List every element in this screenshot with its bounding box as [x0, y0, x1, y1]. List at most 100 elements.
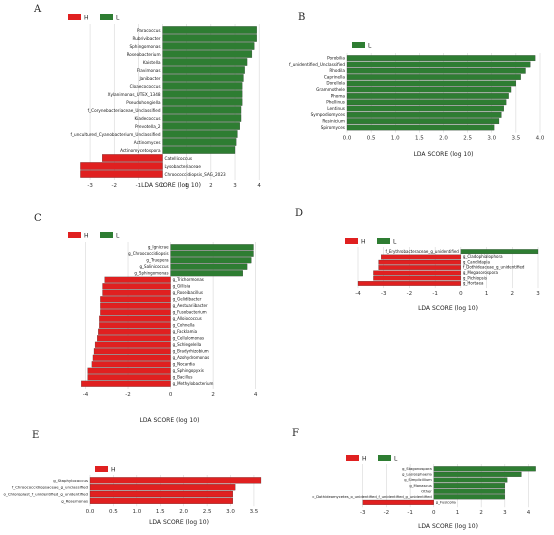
tick-label: 1	[185, 183, 189, 189]
category-label: g_Truepera	[146, 258, 169, 263]
bar	[433, 483, 505, 489]
category-label: Actinomycetospora	[120, 148, 161, 153]
legend-swatch	[352, 42, 365, 48]
tick-label: 3	[503, 510, 507, 516]
legend-label: H	[361, 239, 366, 246]
tick-label: -2	[111, 183, 116, 189]
category-label: f_unidentified_Unclassified	[289, 62, 345, 67]
category-label: f_Dothideaceae_g_unidentified	[463, 265, 525, 270]
bar	[346, 93, 509, 99]
legend-swatch	[346, 455, 359, 461]
bar	[346, 67, 526, 74]
category-label: g_Gillisia	[173, 284, 191, 289]
legend-swatch	[95, 466, 108, 472]
bar	[170, 270, 243, 277]
tick-label: 0.0	[343, 136, 352, 142]
tick-label: 2	[511, 291, 515, 297]
tick-label: -2	[407, 291, 412, 297]
bar	[87, 367, 171, 374]
legend-swatch	[68, 232, 81, 238]
category-label: Resinicium	[322, 119, 345, 124]
bar	[102, 283, 171, 290]
bar	[87, 374, 171, 381]
category-label: Phoma	[331, 93, 346, 98]
category-label: Dorellola	[326, 81, 345, 86]
panel-letter-a: A	[34, 4, 42, 15]
legend-label: L	[116, 15, 120, 22]
tick-label: 0.5	[367, 136, 376, 142]
legend-swatch	[377, 238, 390, 244]
category-label: Actinomyces	[134, 140, 161, 145]
tick-label: 0	[432, 510, 436, 516]
category-label: g_Bacillus	[173, 375, 193, 380]
chart-panel-d: -4 -3 -2 -1 0 1 2 3 f_Erythrobacteraceae_g_unide…	[345, 238, 540, 312]
bar	[162, 74, 244, 82]
bar	[162, 122, 240, 130]
bar	[378, 259, 461, 265]
x-axis-label: LDA SCORE (log 10)	[418, 523, 478, 530]
bar	[162, 106, 242, 114]
legend-label: L	[368, 43, 372, 50]
bar	[93, 348, 171, 355]
category-label: Porobilia	[327, 56, 345, 61]
category-label: Caprinella	[324, 74, 346, 79]
bar	[373, 275, 461, 281]
legend-label: L	[393, 239, 397, 246]
bar	[346, 74, 521, 80]
category-label: g_Facklamia	[173, 329, 198, 334]
category-label: g_Roseibacillus	[173, 290, 203, 295]
bar	[80, 170, 163, 178]
bar	[89, 484, 236, 491]
bar	[433, 494, 505, 500]
bar	[98, 328, 171, 335]
category-label: g_Cohnella	[173, 323, 196, 328]
category-label: Prevotella_2	[135, 124, 161, 129]
tick-label: -1	[407, 510, 412, 516]
category-label: g_Nocardia	[173, 362, 196, 367]
bar	[99, 315, 171, 322]
category-label: Kiadecoccus	[135, 116, 161, 121]
chart-panel-a: -3 -2 -1 0 1 2 3 4 Paracoccus Rubrivibacter Sphing…	[68, 14, 261, 189]
tick-label: 1	[485, 291, 489, 297]
legend-swatch	[68, 14, 81, 20]
category-label: g_Gelidibacter	[173, 297, 202, 302]
bar	[357, 281, 461, 286]
category-label: g_Salinicoccus	[140, 264, 169, 269]
bar	[162, 114, 242, 122]
x-axis-label: LDA SCORE (log 10)	[149, 519, 209, 526]
bar	[162, 146, 236, 154]
category-label: g_Sphingopyxis	[173, 368, 204, 373]
legend-label: H	[84, 233, 89, 240]
bar	[89, 490, 233, 498]
bar	[100, 309, 171, 316]
category-label: Flavimonas	[137, 68, 161, 73]
tick-label: -3	[381, 291, 387, 297]
bar	[102, 289, 171, 296]
category-label: Lentinus	[327, 106, 345, 111]
tick-label: 0	[161, 183, 165, 189]
category-label: g_Ignicrae	[148, 245, 169, 250]
category-label: Phellinus	[326, 100, 345, 105]
bar	[162, 58, 248, 66]
bar	[346, 99, 507, 106]
legend-label: H	[84, 15, 89, 22]
x-axis-label: LDA SCORE (log 10)	[418, 305, 478, 312]
category-label: Kaistella	[143, 60, 161, 65]
category-label: g_Stagonospora	[402, 467, 432, 471]
panel-letter-b: B	[298, 12, 306, 23]
bar	[91, 361, 171, 368]
category-label: g_Megasorospora	[463, 270, 499, 275]
tick-label: 1	[456, 510, 460, 516]
tick-label: -4	[355, 291, 361, 297]
legend-swatch	[345, 238, 358, 244]
category-label: g_Hortaea	[463, 281, 484, 286]
category-label: Cloaecococcus	[130, 84, 161, 89]
tick-label: 0	[459, 291, 463, 297]
category-label: g_Lasiosphaeria	[402, 473, 432, 477]
category-label: g_Schlegelella	[173, 342, 202, 347]
bar	[346, 55, 536, 62]
bar	[100, 302, 171, 309]
tick-label: -3	[360, 510, 366, 516]
tick-label: 4.0	[536, 136, 545, 142]
bar	[99, 322, 171, 329]
